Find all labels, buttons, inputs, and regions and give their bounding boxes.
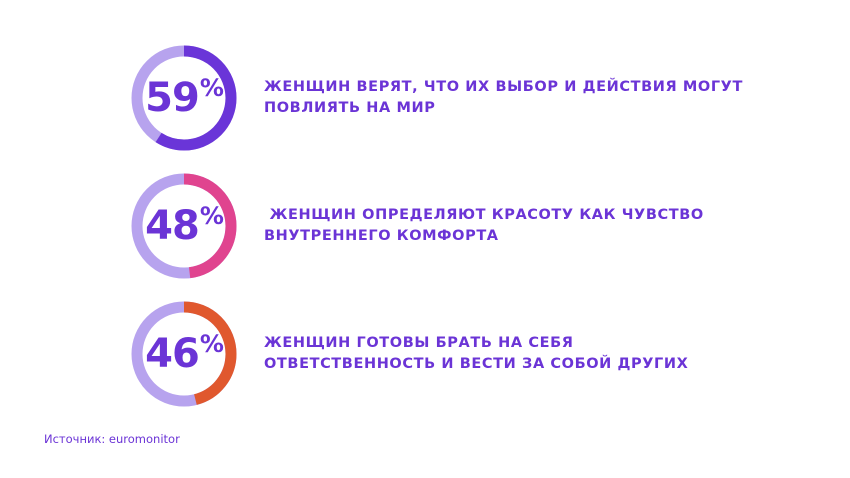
- donut-arc-2: [131, 173, 237, 279]
- donut-value-number-1: 59: [145, 75, 200, 121]
- donut-value-percent-2: %: [199, 202, 224, 230]
- donut-chart-3: 46%: [130, 300, 238, 408]
- stat-block-2: 48% ЖЕНЩИН ОПРЕДЕЛЯЮТ КРАСОТУ КАК ЧУВСТВ…: [130, 172, 770, 280]
- donut-svg-2: [131, 173, 237, 279]
- stat-description-3-line-2: ОТВЕТСТВЕННОСТЬ И ВЕСТИ ЗА СОБОЙ ДРУГИХ: [264, 356, 689, 372]
- stat-block-3: 46% ЖЕНЩИН ГОТОВЫ БРАТЬ НА СЕБЯ ОТВЕТСТВ…: [130, 300, 770, 408]
- stat-description-1-line-1: ЖЕНЩИН ВЕРЯТ, ЧТО ИХ ВЫБОР И ДЕЙСТВИЯ МО…: [264, 79, 743, 95]
- source-note: Источник: euromonitor: [44, 432, 180, 446]
- donut-value-2: 48%: [130, 172, 238, 280]
- donut-svg-1: [131, 45, 237, 151]
- donut-value-3: 46%: [130, 300, 238, 408]
- stat-description-1-line-2: ПОВЛИЯТЬ НА МИР: [264, 100, 436, 116]
- donut-value-percent-1: %: [199, 74, 224, 102]
- donut-arc-3: [131, 301, 237, 407]
- donut-chart-2: 48%: [130, 172, 238, 280]
- donut-value-1: 59%: [130, 44, 238, 152]
- stat-description-3: ЖЕНЩИН ГОТОВЫ БРАТЬ НА СЕБЯ ОТВЕТСТВЕННО…: [264, 333, 764, 375]
- donut-svg-3: [131, 301, 237, 407]
- donut-chart-1: 59%: [130, 44, 238, 152]
- stat-description-2-line-2: ВНУТРЕННЕГО КОМФОРТА: [264, 228, 499, 244]
- donut-value-number-2: 48: [145, 203, 200, 249]
- stat-block-1: 59% ЖЕНЩИН ВЕРЯТ, ЧТО ИХ ВЫБОР И ДЕЙСТВИ…: [130, 44, 770, 152]
- stat-description-2: ЖЕНЩИН ОПРЕДЕЛЯЮТ КРАСОТУ КАК ЧУВСТВО ВН…: [264, 205, 764, 247]
- stat-description-2-line-1: ЖЕНЩИН ОПРЕДЕЛЯЮТ КРАСОТУ КАК ЧУВСТВО: [264, 207, 704, 223]
- stat-description-3-line-1: ЖЕНЩИН ГОТОВЫ БРАТЬ НА СЕБЯ: [264, 335, 574, 351]
- stat-description-1: ЖЕНЩИН ВЕРЯТ, ЧТО ИХ ВЫБОР И ДЕЙСТВИЯ МО…: [264, 77, 764, 119]
- donut-arc-1: [131, 45, 237, 151]
- donut-value-percent-3: %: [199, 330, 224, 358]
- donut-value-number-3: 46: [145, 331, 200, 377]
